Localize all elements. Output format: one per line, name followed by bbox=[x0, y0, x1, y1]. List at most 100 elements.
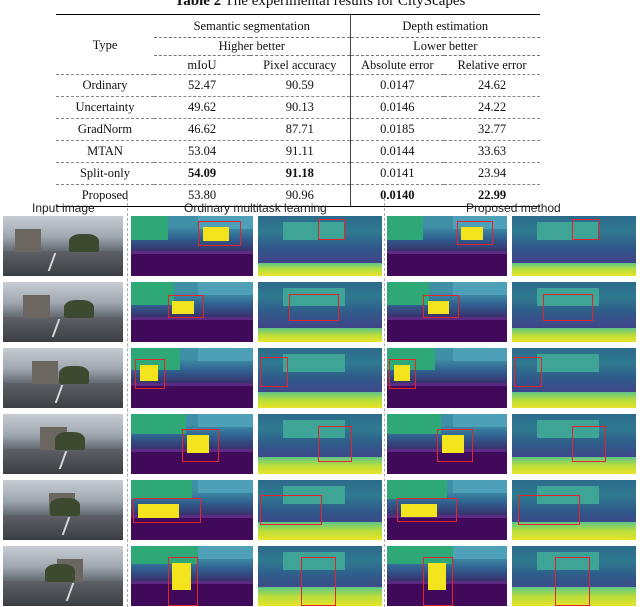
near-region bbox=[512, 586, 636, 606]
tree-shape bbox=[64, 300, 95, 318]
table-row: Ordinary 52.47 90.59 0.0147 24.62 bbox=[56, 74, 541, 97]
highlight-box bbox=[182, 429, 219, 462]
table-row: GradNorm 46.62 87.71 0.0185 32.77 bbox=[56, 118, 541, 141]
depth-map bbox=[258, 480, 382, 540]
segmentation-map bbox=[387, 414, 507, 474]
highlight-box bbox=[289, 294, 339, 321]
sky-region bbox=[453, 414, 507, 428]
highlight-box bbox=[317, 426, 353, 462]
car-region bbox=[401, 504, 438, 518]
far-region bbox=[536, 222, 599, 240]
vegetation-region bbox=[131, 480, 192, 500]
sky-region bbox=[453, 216, 507, 230]
near-region bbox=[258, 392, 382, 408]
highlight-box bbox=[555, 556, 591, 606]
vegetation-region bbox=[387, 216, 423, 240]
segmentation-map bbox=[387, 480, 507, 540]
tree-shape bbox=[69, 234, 99, 252]
input-photo bbox=[3, 414, 123, 474]
row-type: Ordinary bbox=[56, 74, 154, 97]
tree-shape bbox=[59, 366, 90, 384]
road-shape bbox=[3, 580, 123, 606]
highlight-box bbox=[317, 219, 345, 240]
highlight-box bbox=[518, 495, 581, 525]
depth-map bbox=[258, 282, 382, 342]
cell-value-best: 54.09 bbox=[154, 162, 250, 185]
table-row: MTAN 53.04 91.11 0.0144 33.63 bbox=[56, 140, 541, 163]
cell-value-best: 0.0140 bbox=[349, 184, 445, 207]
sidewalk-region bbox=[387, 316, 507, 321]
vegetation-region bbox=[131, 282, 174, 305]
col-pixel-accuracy: Pixel accuracy bbox=[263, 58, 337, 72]
sidewalk-region bbox=[131, 514, 253, 519]
tree-shape bbox=[45, 564, 75, 582]
highlight-box bbox=[134, 358, 166, 389]
road-shape bbox=[3, 514, 123, 540]
car-region bbox=[394, 364, 411, 382]
caption-text: The experimental results for CityScapes bbox=[224, 0, 466, 9]
depth-map bbox=[512, 480, 636, 540]
highlight-box bbox=[423, 295, 459, 318]
highlight-box bbox=[260, 357, 288, 387]
col-relative-error: Relative error bbox=[457, 58, 527, 72]
row-type: Proposed bbox=[56, 184, 154, 207]
tree-shape bbox=[49, 498, 80, 516]
cell-value: 53.80 bbox=[154, 184, 250, 207]
row-type: MTAN bbox=[56, 140, 154, 163]
col-title-proposed: Proposed method bbox=[466, 201, 561, 215]
cell-value: 0.0147 bbox=[349, 74, 445, 97]
sidewalk-region bbox=[131, 580, 253, 585]
cell-value: 91.11 bbox=[250, 140, 351, 163]
building-shape bbox=[23, 295, 50, 318]
highlight-box bbox=[514, 357, 542, 387]
segmentation-map bbox=[131, 414, 253, 474]
building-shape bbox=[15, 229, 42, 252]
table-row: Uncertainty 49.62 90.13 0.0146 24.22 bbox=[56, 96, 541, 119]
building-shape bbox=[31, 361, 59, 384]
cell-value: 53.04 bbox=[154, 140, 250, 163]
row-type: Split-only bbox=[56, 162, 154, 185]
car-region bbox=[427, 562, 446, 590]
highlight-box bbox=[198, 220, 241, 246]
near-region bbox=[512, 392, 636, 408]
car-region bbox=[139, 364, 158, 382]
highlight-box bbox=[396, 498, 457, 522]
car-region bbox=[202, 226, 229, 241]
highlight-box bbox=[167, 556, 199, 606]
highlight-box bbox=[423, 556, 453, 606]
row-type: Uncertainty bbox=[56, 96, 154, 119]
highlight-box bbox=[437, 429, 474, 462]
cell-value: 46.62 bbox=[154, 118, 250, 141]
sky-region bbox=[198, 348, 253, 362]
type-header: Type bbox=[56, 14, 154, 75]
input-photo bbox=[3, 348, 123, 408]
cell-value-best: 22.99 bbox=[444, 184, 541, 207]
cell-value: 0.0146 bbox=[349, 96, 445, 119]
sidewalk-region bbox=[131, 250, 253, 255]
cell-value-best: 91.18 bbox=[250, 162, 351, 185]
near-region bbox=[512, 522, 636, 540]
sidewalk-region bbox=[387, 382, 507, 387]
near-region bbox=[512, 327, 636, 342]
depth-map bbox=[258, 546, 382, 606]
highlight-box bbox=[301, 556, 337, 606]
car-region bbox=[187, 435, 210, 454]
depth-map bbox=[512, 546, 636, 606]
note-lower-better: Lower better bbox=[349, 37, 541, 56]
far-region bbox=[282, 420, 345, 438]
divider bbox=[384, 198, 385, 607]
road-shape bbox=[3, 316, 123, 342]
highlight-box bbox=[260, 495, 323, 525]
col-absolute-error: Absolute error bbox=[349, 55, 445, 75]
cell-value: 32.77 bbox=[444, 118, 541, 141]
input-photo bbox=[3, 282, 123, 342]
cell-value: 24.62 bbox=[444, 74, 541, 97]
cell-value: 0.0144 bbox=[349, 140, 445, 163]
col-title-input: Input image bbox=[32, 201, 95, 215]
near-region bbox=[258, 262, 382, 276]
near-region bbox=[258, 586, 382, 606]
depth-map bbox=[258, 348, 382, 408]
vegetation-region bbox=[387, 414, 441, 435]
depth-map bbox=[258, 216, 382, 276]
table-row: Split-only 54.09 91.18 0.0141 23.94 bbox=[56, 162, 541, 185]
